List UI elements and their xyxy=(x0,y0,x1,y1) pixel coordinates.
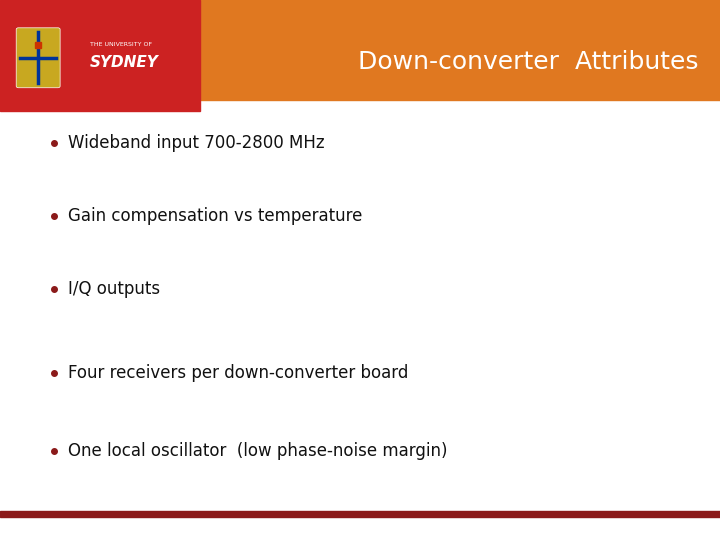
Bar xyxy=(0,511,720,517)
Text: SYDNEY: SYDNEY xyxy=(90,55,158,70)
FancyBboxPatch shape xyxy=(16,28,60,87)
Text: Down-converter  Attributes: Down-converter Attributes xyxy=(358,50,698,74)
Text: THE UNIVERSITY OF: THE UNIVERSITY OF xyxy=(90,42,152,48)
Text: I/Q outputs: I/Q outputs xyxy=(68,280,161,298)
Text: Gain compensation vs temperature: Gain compensation vs temperature xyxy=(68,207,363,225)
Text: One local oscillator  (low phase-noise margin): One local oscillator (low phase-noise ma… xyxy=(68,442,448,460)
Text: Four receivers per down-converter board: Four receivers per down-converter board xyxy=(68,363,409,382)
Bar xyxy=(0,0,200,111)
Text: Wideband input 700-2800 MHz: Wideband input 700-2800 MHz xyxy=(68,134,325,152)
Bar xyxy=(0,0,720,100)
